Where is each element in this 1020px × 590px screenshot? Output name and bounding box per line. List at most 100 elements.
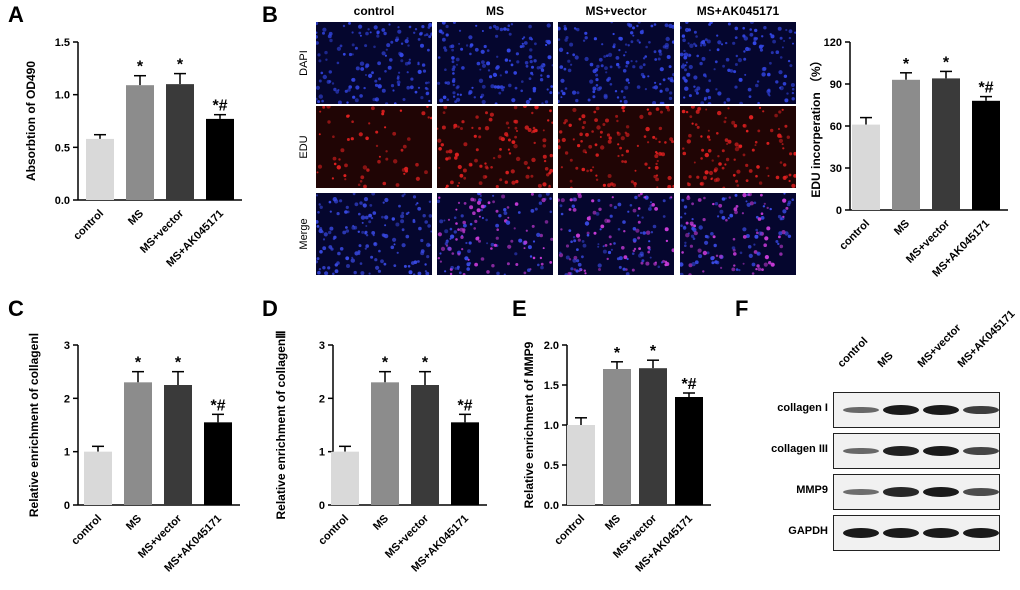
significance-mark: *	[137, 59, 144, 76]
bar-ms	[126, 85, 154, 200]
x-tick-label: control	[69, 513, 104, 548]
y-tick-label: 1	[64, 447, 70, 459]
bar-control	[84, 451, 112, 505]
y-tick-label: 90	[830, 79, 842, 91]
bar-control	[331, 451, 359, 505]
wb-blot-collagen-iii	[833, 433, 1000, 469]
wb-band	[883, 528, 919, 538]
wb-band	[923, 405, 959, 415]
wb-band	[923, 487, 959, 497]
wb-blot-collagen-i	[833, 392, 1000, 428]
wb-band	[883, 405, 919, 415]
y-tick-label: 3	[64, 340, 70, 352]
x-tick-label: MS	[603, 513, 623, 533]
microscopy-image-merge-4	[680, 193, 796, 275]
x-tick-label: control	[552, 513, 587, 548]
significance-mark: *	[135, 355, 142, 372]
bar-ms-ak045171	[675, 397, 703, 505]
wb-band	[843, 488, 879, 496]
panel-label-a: A	[8, 2, 24, 27]
y-tick-label: 0.5	[55, 142, 70, 154]
wb-band	[883, 446, 919, 456]
wb-blot-mmp9	[833, 474, 1000, 510]
wb-band	[843, 447, 879, 455]
microscopy-image-edu-1	[316, 106, 432, 188]
y-tick-label: 2	[319, 393, 325, 405]
significance-mark: *	[614, 345, 621, 362]
wb-band	[923, 528, 959, 538]
x-tick-label: control	[837, 218, 872, 253]
microscopy-image-edu-3	[558, 106, 674, 188]
microscopy-image-dapi-2	[437, 22, 553, 104]
wb-row-label: collagen I	[777, 402, 828, 414]
wb-row-label: collagen III	[771, 443, 828, 455]
panel-label-d: D	[262, 296, 278, 321]
y-tick-label: 1.0	[544, 420, 559, 432]
y-tick-label: 0.5	[544, 460, 559, 472]
panel-label-e: E	[512, 296, 527, 321]
bar-ms-vector	[411, 385, 439, 505]
bar-control	[852, 124, 880, 210]
y-tick-label: 3	[319, 340, 325, 352]
bar-control	[86, 138, 114, 200]
microscopy-image-edu-2	[437, 106, 553, 188]
chart-c-collagen1: 0 1 2 3 Relative enrichment of collagenⅠ cont…	[27, 333, 240, 575]
wb-band	[963, 405, 999, 415]
wb-band	[963, 446, 999, 456]
bar-ms-ak045171	[204, 422, 232, 505]
y-axis-label: Absorbtion of OD490	[24, 61, 38, 181]
microscopy-row-label: Merge	[298, 218, 310, 250]
bar-ms	[892, 79, 920, 210]
significance-mark: *	[177, 57, 184, 74]
bar-ms-ak045171	[972, 100, 1000, 210]
wb-lane-label: MS+AK045171	[955, 308, 1018, 370]
bar-ms-vector	[166, 84, 194, 200]
microscopy-column-header: MS	[486, 4, 504, 18]
significance-mark: *	[650, 343, 657, 360]
wb-band	[963, 488, 999, 496]
significance-mark: *	[903, 56, 910, 73]
y-axis-label: Relative enrichment of collagenⅢ	[274, 331, 288, 520]
bar-ms	[371, 382, 399, 505]
y-axis-label: Relative enrichment of MMP9	[522, 341, 536, 508]
significance-mark: *	[175, 355, 182, 372]
chart-d-collagen3: 0 1 2 3 Relative enrichment of collagenⅢ cont…	[274, 331, 487, 575]
bar-ms	[124, 382, 152, 505]
y-tick-label: 60	[830, 121, 842, 133]
microscopy-image-merge-3	[558, 193, 674, 275]
wb-band	[923, 446, 959, 456]
x-tick-label: MS	[126, 208, 146, 228]
y-tick-label: 1.5	[544, 380, 559, 392]
significance-mark: *#	[210, 397, 225, 414]
bar-ms-vector	[639, 368, 667, 505]
y-tick-label: 0	[319, 500, 325, 512]
bar-ms	[603, 369, 631, 505]
microscopy-row-label: DAPI	[298, 50, 310, 76]
wb-band	[843, 406, 879, 414]
wb-band	[963, 528, 999, 538]
microscopy-column-header: control	[353, 4, 395, 18]
y-tick-label: 0	[64, 500, 70, 512]
x-tick-label: MS	[371, 513, 391, 533]
chart-a-od490: 0.0 0.5 1.0 1.5 Absorbtion of OD490 control * M…	[24, 37, 242, 270]
wb-band	[843, 528, 879, 538]
x-tick-label: MS	[124, 513, 144, 533]
wb-lane-label: MS	[875, 349, 896, 370]
significance-mark: *	[422, 355, 429, 372]
significance-mark: *	[382, 355, 389, 372]
microscopy-row-label: EDU	[298, 135, 310, 159]
y-axis-label: Relative enrichment of collagenⅠ	[27, 333, 41, 517]
microscopy-image-dapi-1	[316, 22, 432, 104]
x-tick-label: control	[71, 208, 106, 243]
microscopy-column-header: MS+AK045171	[696, 4, 780, 18]
microscopy-image-merge-1	[316, 193, 432, 275]
y-tick-label: 1.0	[55, 90, 70, 102]
microscopy-image-dapi-4	[680, 22, 796, 104]
wb-lane-label: control	[835, 335, 871, 370]
bar-ms-ak045171	[206, 118, 234, 200]
x-tick-label: MS	[892, 218, 912, 238]
y-tick-label: 120	[824, 37, 842, 49]
wb-row-label: MMP9	[796, 484, 828, 496]
microscopy-image-dapi-3	[558, 22, 674, 104]
